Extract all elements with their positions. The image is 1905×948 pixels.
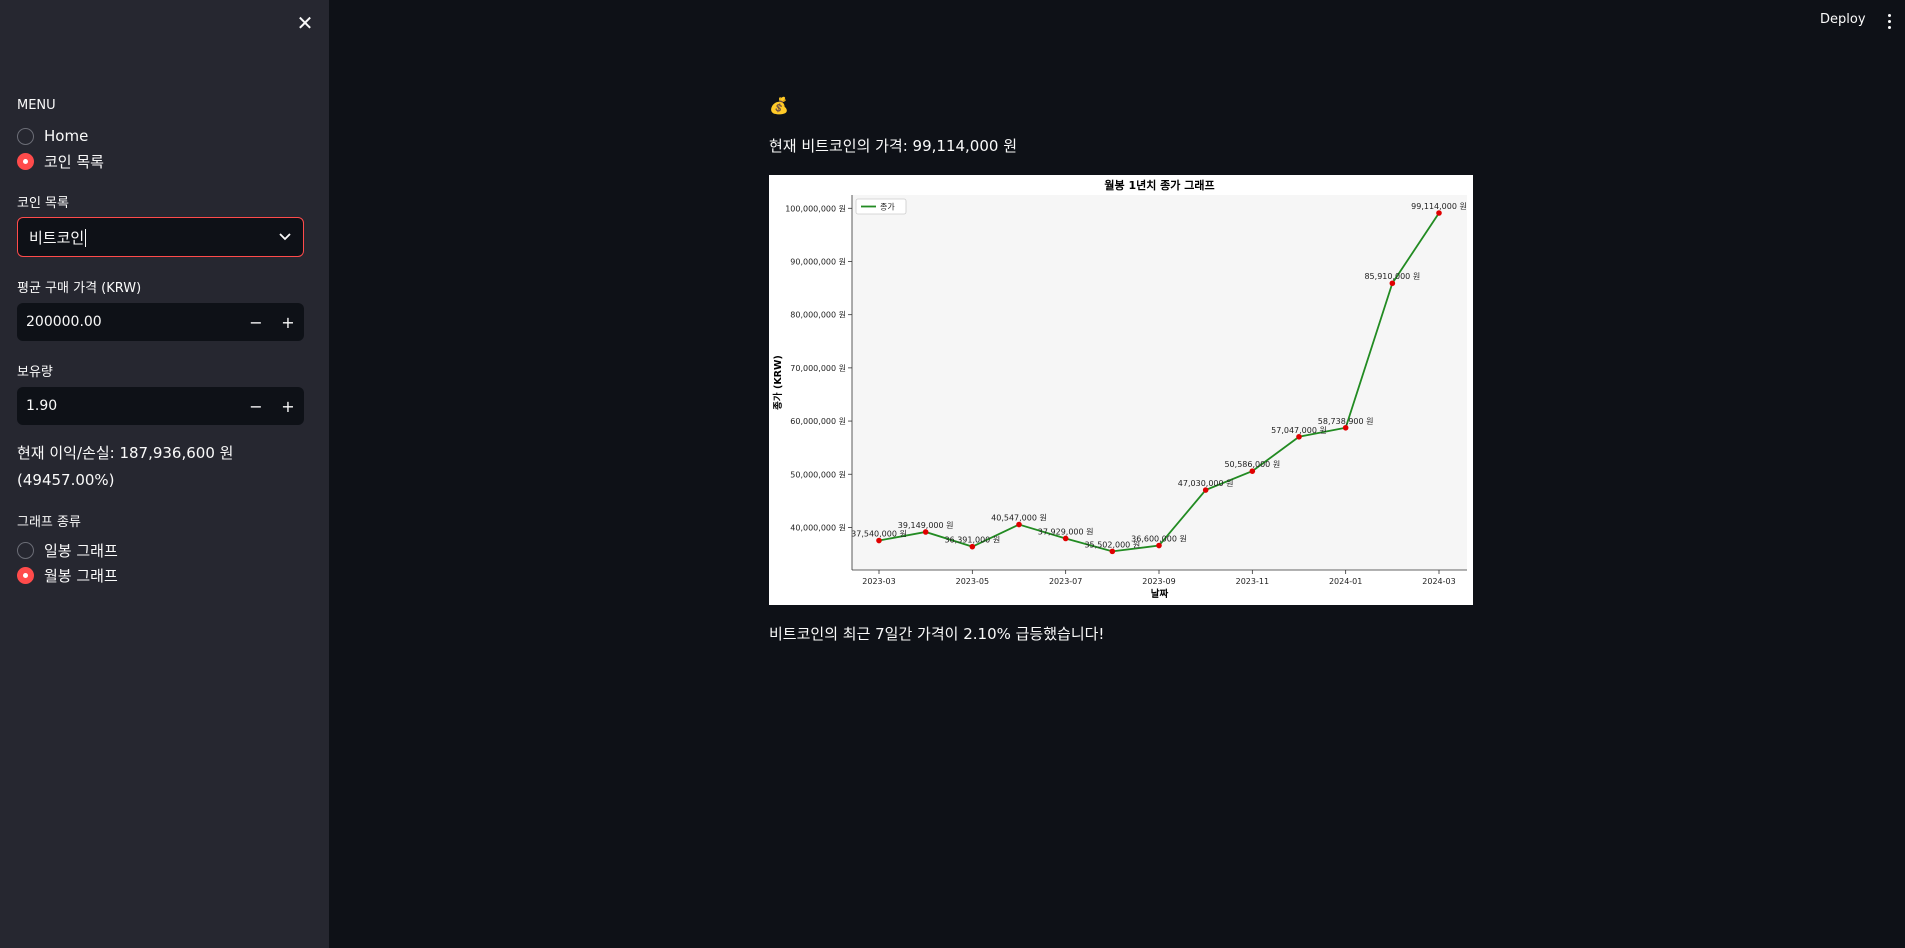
data-point — [922, 529, 929, 535]
data-point — [1202, 487, 1209, 493]
graph-option-monthly[interactable]: 월봉 그래프 — [17, 564, 118, 586]
radio-coin-list[interactable] — [17, 152, 34, 170]
close-icon: ✕ — [296, 11, 314, 35]
y-tick-label: 80,000,000 원 — [790, 311, 846, 320]
y-tick-label: 40,000,000 원 — [790, 523, 846, 532]
y-tick-label: 100,000,000 원 — [785, 204, 846, 213]
legend-box — [855, 198, 907, 215]
data-label: 99,114,000 원 — [1411, 202, 1467, 211]
data-label: 39,149,000 원 — [898, 521, 954, 530]
radio-monthly[interactable] — [17, 566, 34, 584]
data-point — [1016, 521, 1022, 528]
profit-loss-percent: (49457.00%) — [17, 471, 115, 489]
holdings-label: 보유량 — [17, 365, 53, 380]
price-alert-text: 비트코인의 최근 7일간 가격이 2.10% 급등했습니다! — [769, 625, 1105, 643]
radio-daily[interactable] — [17, 541, 34, 559]
data-label: 47,030,000 원 — [1178, 479, 1234, 488]
data-label: 58,738,900 원 — [1318, 417, 1374, 426]
text-cursor — [85, 229, 87, 247]
data-point — [1436, 210, 1442, 216]
data-point — [1109, 548, 1116, 555]
data-label: 35,502,000 원 — [1084, 540, 1140, 549]
profit-loss-text: 현재 이익/손실: 187,936,600 원 (49457.00%) — [17, 440, 307, 494]
data-label: 50,586,000 원 — [1224, 460, 1280, 469]
y-tick-label: 60,000,000 원 — [790, 417, 846, 426]
menu-option-coin-list-label: 코인 목록 — [44, 152, 104, 171]
x-tick-label: 2024-01 — [1329, 577, 1362, 586]
data-label: 36,391,000 원 — [944, 536, 1000, 545]
holdings-decrement-button[interactable]: − — [249, 396, 263, 416]
avg-price-decrement-button[interactable]: − — [249, 312, 263, 332]
menu-option-coin-list[interactable]: 코인 목록 — [17, 150, 104, 172]
data-point — [1389, 280, 1396, 287]
x-tick-label: 2023-11 — [1236, 577, 1269, 586]
data-point — [1296, 433, 1302, 440]
graph-option-daily[interactable]: 일봉 그래프 — [17, 539, 118, 561]
x-tick-label: 2023-03 — [862, 577, 895, 586]
menu-label: MENU — [17, 98, 56, 113]
data-point — [1342, 424, 1349, 431]
menu-option-home[interactable]: Home — [17, 125, 88, 147]
data-point — [1249, 468, 1256, 474]
avg-price-label: 평균 구매 가격 (KRW) — [17, 281, 142, 296]
close-sidebar-button[interactable]: ✕ — [294, 12, 316, 34]
coin-select[interactable]: 비트코인 — [17, 217, 304, 257]
chevron-down-icon — [279, 233, 291, 241]
x-tick-label: 2023-09 — [1142, 577, 1175, 586]
deploy-button[interactable]: Deploy — [1820, 12, 1866, 27]
graph-option-monthly-label: 월봉 그래프 — [44, 566, 118, 585]
graph-type-label: 그래프 종류 — [17, 515, 81, 530]
radio-home[interactable] — [17, 127, 34, 145]
y-tick-label: 70,000,000 원 — [790, 364, 846, 373]
holdings-input[interactable] — [17, 387, 240, 425]
data-label: 36,600,000 원 — [1131, 535, 1187, 544]
chart-x-label: 날짜 — [1151, 588, 1169, 600]
holdings-increment-button[interactable]: + — [281, 396, 295, 416]
chart-y-label: 종가 (KRW) — [772, 355, 784, 410]
coin-select-label: 코인 목록 — [17, 196, 69, 211]
current-price-text: 현재 비트코인의 가격: 99,114,000 원 — [769, 137, 1018, 155]
plot-area — [852, 195, 1467, 570]
avg-price-increment-button[interactable]: + — [281, 312, 295, 332]
avg-price-input[interactable] — [17, 303, 240, 341]
data-point — [1156, 542, 1162, 549]
x-tick-label: 2023-07 — [1049, 577, 1082, 586]
data-label: 85,910,000 원 — [1364, 272, 1420, 281]
y-tick-label: 50,000,000 원 — [790, 470, 846, 479]
sidebar: ✕ MENU Home 코인 목록 코인 목록 비트코인 평균 구매 가격 (K… — [0, 0, 329, 948]
data-point — [969, 543, 976, 550]
x-tick-label: 2024-03 — [1422, 577, 1455, 586]
x-tick-label: 2023-05 — [956, 577, 989, 586]
holdings-input-group: − + — [17, 387, 304, 425]
chart-title: 월봉 1년치 종가 그래프 — [1104, 178, 1214, 192]
data-point — [876, 537, 882, 544]
profit-loss-amount: 현재 이익/손실: 187,936,600 원 — [17, 444, 234, 462]
y-tick-label: 90,000,000 원 — [790, 257, 846, 266]
graph-option-daily-label: 일봉 그래프 — [44, 541, 118, 560]
data-label: 37,540,000 원 — [851, 530, 907, 539]
data-label: 40,547,000 원 — [991, 514, 1047, 523]
menu-option-home-label: Home — [44, 127, 89, 145]
data-label: 37,929,000 원 — [1038, 527, 1094, 536]
data-label: 57,047,000 원 — [1271, 426, 1327, 435]
more-vertical-icon[interactable] — [1884, 10, 1894, 32]
money-bag-icon: 💰 — [769, 96, 789, 115]
legend-label: 종가 — [880, 203, 895, 212]
data-point — [1062, 535, 1069, 542]
coin-select-value: 비트코인 — [29, 228, 85, 247]
avg-price-input-group: − + — [17, 303, 304, 341]
